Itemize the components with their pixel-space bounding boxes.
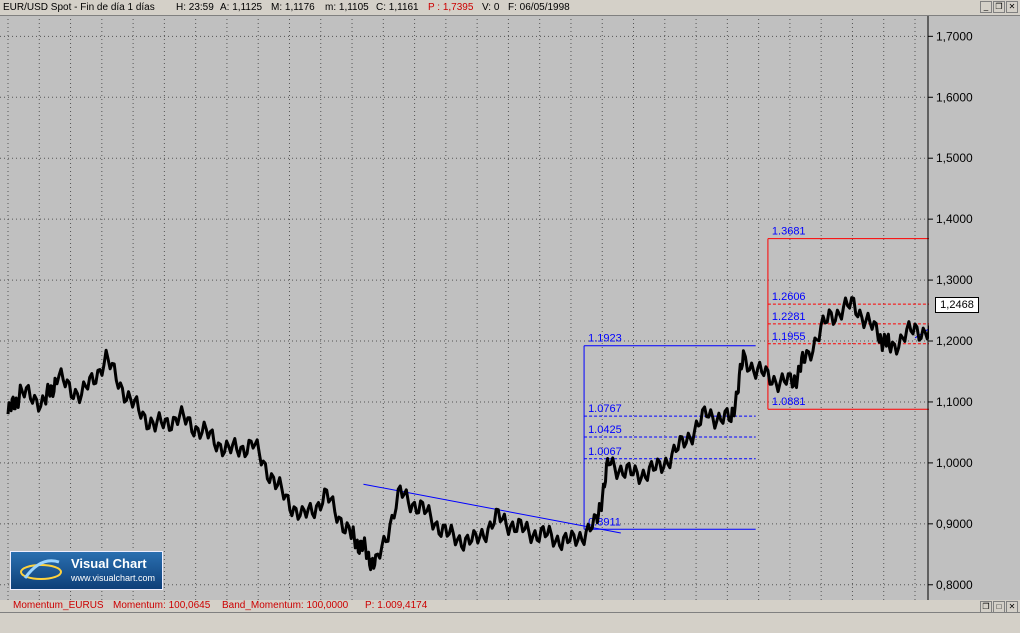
- fib-level-label: 1.0067: [588, 446, 622, 458]
- x-axis-bar: [0, 612, 1020, 633]
- price-line: [6, 247, 1020, 572]
- momentum-value: Momentum: 100,0645: [113, 600, 211, 611]
- y-tick-label: 1,3000: [936, 273, 973, 287]
- indicator-p-value: P: 1.009,4174: [365, 600, 428, 611]
- last-price-badge: 1,2468: [935, 297, 979, 313]
- panel-restore-icon[interactable]: ❐: [980, 601, 992, 613]
- y-tick-label: 1,1000: [936, 395, 973, 409]
- symbol-label: EUR/USD Spot - Fin de día 1 días: [3, 2, 155, 13]
- chart-title-bar: EUR/USD Spot - Fin de día 1 días H: 23:5…: [0, 0, 1020, 16]
- volume-label: V: 0: [482, 2, 500, 13]
- date-label: F: 06/05/1998: [508, 2, 570, 13]
- band-value: Band_Momentum: 100,0000: [222, 600, 349, 611]
- y-tick-label: 1,4000: [936, 212, 973, 226]
- close-icon[interactable]: ✕: [1006, 1, 1018, 13]
- logo-title: Visual Chart: [71, 556, 147, 571]
- restore-icon[interactable]: ❐: [993, 1, 1005, 13]
- grid: [0, 15, 928, 600]
- y-tick-label: 1,0000: [936, 456, 973, 470]
- high-label: M: 1,1176: [271, 2, 315, 13]
- y-tick-label: 1,2000: [936, 334, 973, 348]
- open-label: A: 1,1125: [220, 2, 263, 13]
- fib-level-label: 1.3681: [772, 226, 806, 238]
- y-tick-label: 1,6000: [936, 90, 973, 104]
- indicator-bar: Momentum_EURUS Momentum: 100,0645 Band_M…: [0, 600, 1020, 613]
- low-label: m: 1,1105: [325, 2, 369, 13]
- fib-level-label: 1.0881: [772, 396, 806, 408]
- y-tick-label: 1,5000: [936, 151, 973, 165]
- logo-url: www.visualchart.com: [71, 573, 156, 583]
- y-tick-label: 0,9000: [936, 517, 973, 531]
- plot-area: [0, 15, 928, 600]
- fib-level-label: 1.0767: [588, 403, 622, 415]
- indicator-name: Momentum_EURUS: [13, 600, 104, 611]
- price-series: [6, 247, 1020, 572]
- minimize-icon[interactable]: _: [980, 1, 992, 13]
- fib-level-label: 1.0425: [588, 424, 622, 436]
- logo-swoosh-icon: [20, 559, 62, 580]
- y-tick-label: 0,8000: [936, 578, 973, 592]
- fib-level-label: 1.1955: [772, 331, 806, 343]
- y-tick-label: 1,7000: [936, 29, 973, 43]
- y-axis-ticks: 1,7000 1,6000 1,5000 1,4000 1,3000 1,2000 1,10…: [928, 29, 973, 592]
- fib-level-label: 1.2606: [772, 291, 806, 303]
- time-label: H: 23:59: [176, 2, 214, 13]
- visual-chart-logo: Visual Chart www.visualchart.com: [10, 551, 163, 590]
- fib-level-label: 1.1923: [588, 333, 622, 345]
- close-label: C: 1,1161: [376, 2, 419, 13]
- fib-level-label: 1.2281: [772, 311, 806, 323]
- p-label: P : 1,7395: [428, 2, 474, 13]
